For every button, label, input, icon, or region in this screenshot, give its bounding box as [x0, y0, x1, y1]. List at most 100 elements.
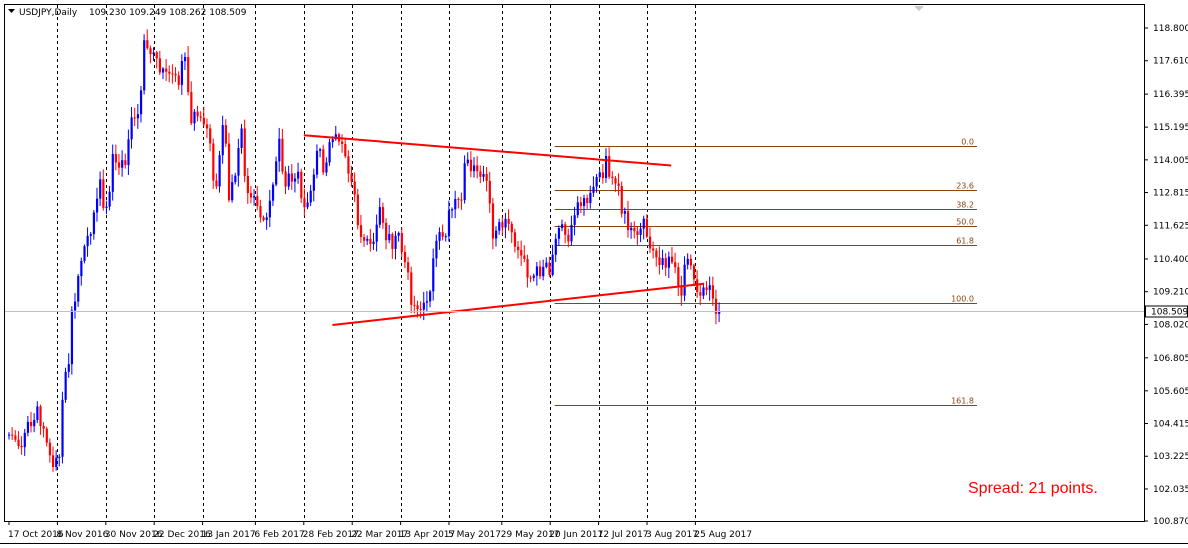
x-tick-label-12: 12 Jul 2017 — [598, 530, 649, 540]
candle-220 — [699, 283, 702, 306]
candle-102 — [328, 138, 331, 166]
candle-123 — [394, 231, 397, 260]
candle-189 — [601, 163, 605, 184]
candle-61 — [199, 111, 202, 122]
candle-115 — [369, 228, 372, 252]
candle-192 — [611, 171, 614, 185]
candle-205 — [652, 241, 655, 259]
candle-114 — [366, 235, 369, 246]
candle-77 — [249, 185, 253, 204]
candle-52 — [171, 64, 174, 84]
candle-34 — [114, 144, 118, 171]
y-tick-label-10: 106.805 — [1153, 354, 1188, 364]
candle-118 — [378, 197, 381, 228]
candle-48 — [158, 50, 162, 76]
candle-196 — [623, 207, 627, 224]
candle-1 — [11, 427, 14, 440]
candle-203 — [645, 214, 649, 239]
candle-39 — [130, 106, 133, 149]
candle-18 — [64, 367, 67, 403]
candle-41 — [136, 104, 140, 129]
candle-55 — [180, 54, 184, 95]
candle-3 — [17, 431, 20, 449]
candle-178 — [567, 228, 570, 248]
candle-110 — [353, 172, 356, 202]
candle-191 — [608, 147, 611, 180]
candle-135 — [432, 248, 435, 301]
candle-185 — [589, 185, 592, 209]
candle-128 — [410, 266, 413, 314]
candle-121 — [388, 224, 391, 244]
candle-207 — [658, 246, 661, 275]
candle-141 — [451, 207, 454, 219]
candle-154 — [491, 197, 495, 250]
candle-194 — [617, 173, 620, 196]
candle-142 — [454, 190, 457, 219]
candle-175 — [557, 225, 561, 246]
candle-165 — [526, 254, 529, 288]
candle-152 — [485, 167, 488, 192]
candle-64 — [209, 124, 212, 152]
candle-161 — [513, 228, 517, 253]
candle-36 — [121, 150, 124, 177]
candle-206 — [655, 247, 658, 267]
candle-122 — [391, 232, 394, 259]
candle-84 — [271, 182, 275, 206]
candle-83 — [268, 189, 271, 228]
scroll-marker-icon[interactable] — [914, 6, 924, 11]
y-tick-label-15: 100.870 — [1153, 517, 1188, 527]
candle-10 — [39, 404, 42, 435]
y-tick-label-8: 109.210 — [1153, 288, 1188, 298]
candle-160 — [510, 221, 513, 244]
candle-92 — [297, 162, 300, 184]
candle-11 — [42, 422, 45, 438]
candle-65 — [212, 138, 215, 189]
candle-145 — [463, 155, 466, 204]
candle-143 — [457, 197, 460, 209]
trendline-0[interactable] — [303, 134, 672, 167]
candle-144 — [460, 192, 463, 210]
candle-63 — [205, 118, 209, 139]
candle-50 — [165, 58, 168, 81]
x-tick-label-1: 8 Nov 2016 — [56, 530, 108, 540]
candle-172 — [548, 256, 551, 277]
candle-124 — [397, 231, 400, 242]
candle-164 — [523, 245, 526, 263]
y-tick-label-0: 118.800 — [1153, 24, 1188, 34]
y-tick-label-13: 103.225 — [1153, 452, 1188, 462]
y-tick-label-9: 108.020 — [1153, 320, 1188, 330]
candle-116 — [372, 232, 375, 250]
candle-120 — [385, 218, 388, 250]
x-tick-label-6: 28 Feb 2017 — [303, 530, 359, 540]
candle-186 — [592, 176, 595, 197]
x-tick-label-13: 3 Aug 2017 — [646, 530, 698, 540]
trendline-1[interactable] — [332, 282, 705, 326]
fib-label-3: 50.0 — [956, 218, 974, 227]
candle-126 — [403, 245, 407, 269]
candle-67 — [218, 150, 221, 193]
candle-202 — [642, 215, 645, 240]
candle-40 — [133, 107, 136, 127]
candle-96 — [309, 184, 312, 207]
candle-188 — [598, 168, 601, 180]
candle-82 — [265, 212, 268, 230]
candle-184 — [586, 194, 589, 209]
trendlines[interactable] — [303, 134, 705, 326]
candle-133 — [425, 290, 429, 312]
candle-70 — [227, 132, 231, 203]
y-tick-label-12: 104.415 — [1153, 420, 1188, 430]
y-tick-label-14: 102.035 — [1153, 485, 1188, 495]
candle-137 — [438, 227, 441, 250]
candle-66 — [215, 173, 218, 190]
candle-183 — [582, 194, 586, 216]
candle-60 — [196, 105, 199, 122]
candle-151 — [482, 165, 485, 182]
candle-5 — [23, 428, 26, 456]
dropdown-triangle-icon[interactable] — [8, 9, 15, 13]
x-tick-label-9: 5 May 2017 — [448, 530, 501, 540]
candle-168 — [535, 261, 539, 286]
candle-35 — [117, 153, 121, 175]
